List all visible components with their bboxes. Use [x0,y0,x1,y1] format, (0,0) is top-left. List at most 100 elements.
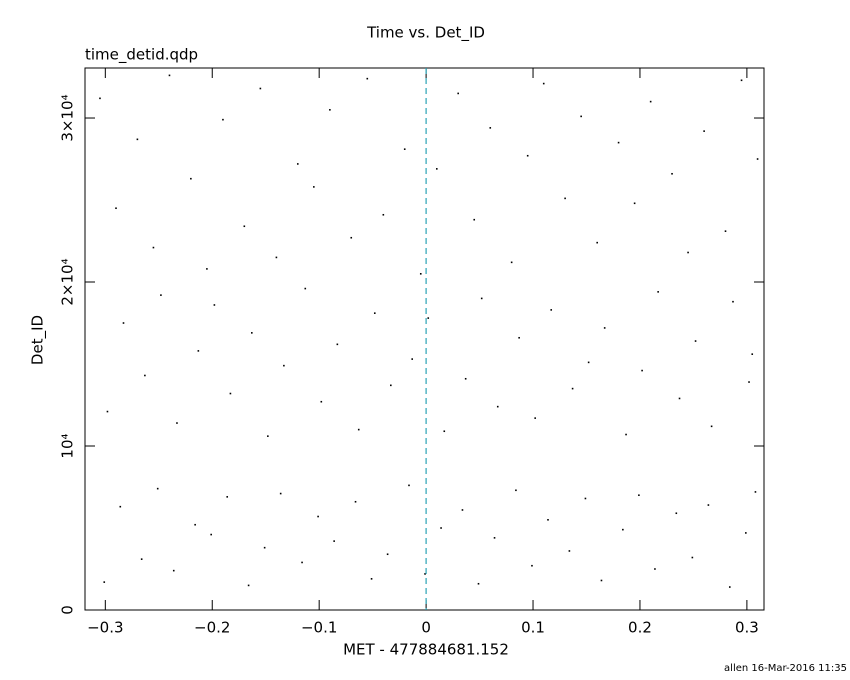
point [243,225,246,228]
point [703,130,705,132]
point [461,509,464,511]
point [748,381,750,383]
point [489,127,492,129]
point [320,400,323,403]
point [510,261,513,264]
point [194,523,196,526]
y-tick-label: 3×10⁴ [59,94,77,141]
x-tick-label: −0.1 [301,619,337,637]
point [600,579,603,582]
point [350,236,353,239]
point [333,540,335,542]
point [622,528,624,531]
point [106,410,109,413]
point [382,213,385,216]
point [754,491,757,493]
x-tick-label: 0.2 [628,619,652,637]
point [542,82,545,85]
point [329,109,331,111]
point [633,202,636,205]
point [313,186,315,188]
y-tick-label: 0 [59,605,77,615]
point [275,256,278,259]
point [654,568,656,570]
point [550,309,553,311]
point [649,100,652,103]
point [122,322,125,324]
x-tick-label: −0.3 [87,619,123,637]
point [435,168,438,170]
point [707,504,710,506]
point [617,141,620,144]
point [229,392,232,395]
point [596,241,598,244]
point [694,340,697,342]
point [267,435,269,437]
point [370,578,373,580]
point [263,546,266,549]
point [424,573,426,575]
point [641,369,643,372]
point [464,377,467,380]
point [724,230,727,232]
point [657,291,659,293]
point [518,336,520,339]
point [740,79,743,82]
point [386,553,389,556]
point [547,519,549,521]
point [296,163,299,165]
point [283,364,285,367]
x-tick-label: 0.1 [521,619,545,637]
point [732,300,734,303]
point [587,361,590,364]
point [584,497,587,500]
point [354,500,357,503]
point [206,268,208,270]
point [515,489,517,492]
point [172,569,175,572]
point [115,207,117,210]
point [568,550,571,552]
point [119,505,122,508]
point [564,197,566,200]
point [534,417,536,419]
point [190,177,192,180]
footer: allen 16-Mar-2016 11:35 [724,663,847,674]
point [480,297,483,300]
point [687,251,689,254]
point [197,350,200,352]
point [357,428,360,431]
point [317,515,319,518]
point [457,92,459,95]
y-axis-label: Det_ID [29,315,48,365]
point [728,586,731,588]
point [210,533,212,536]
x-tick-label: −0.2 [194,619,230,637]
point [176,422,178,424]
point [152,246,155,249]
point [213,304,216,306]
point [301,561,303,564]
point [477,582,480,585]
chart-subtitle: time_detid.qdp [85,46,198,65]
point [691,556,694,559]
point [222,118,224,121]
point [226,496,229,498]
point [168,74,171,77]
point [251,332,253,334]
point [710,425,713,428]
point [144,374,146,377]
point [625,433,627,436]
point [440,527,442,529]
point [403,148,406,150]
point [411,358,414,360]
point [390,384,392,387]
point [526,154,529,157]
point [473,218,476,221]
point [160,294,162,296]
point [156,487,159,490]
point [373,312,376,314]
point [408,484,410,487]
point [493,537,496,539]
